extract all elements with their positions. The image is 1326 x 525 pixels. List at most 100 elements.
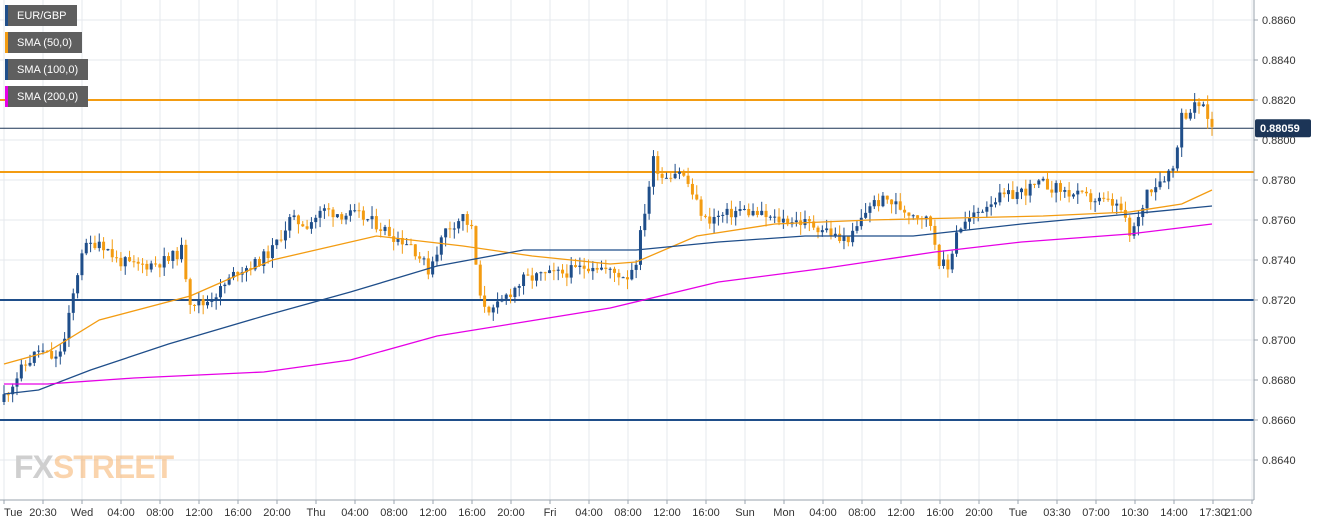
candle-bullish — [28, 362, 32, 366]
sma-200-line — [4, 223, 1213, 385]
candle-bullish — [197, 299, 201, 306]
candle-bullish — [998, 192, 1002, 203]
candle-bearish — [747, 208, 751, 216]
x-tick-label: Tue — [1009, 507, 1028, 519]
x-tick-label: 17:30 — [1199, 507, 1227, 519]
candle-bullish — [634, 264, 638, 270]
candle-bullish — [1180, 112, 1184, 148]
candle-bearish — [175, 250, 179, 260]
candle-bullish — [651, 156, 655, 187]
x-tick-label: Wed — [71, 507, 93, 519]
x-tick-label: 08:00 — [380, 507, 408, 519]
candle-bearish — [595, 267, 599, 270]
candle-bullish — [768, 216, 772, 218]
candle-bullish — [1037, 180, 1041, 185]
watermark-fx: FX — [14, 449, 54, 485]
candle-bearish — [1045, 178, 1049, 190]
candle-bullish — [578, 265, 582, 267]
candle-bearish — [509, 294, 513, 298]
candle-bullish — [868, 206, 872, 213]
candle-bullish — [84, 242, 88, 254]
candle-bearish — [465, 214, 469, 225]
candle-bullish — [58, 351, 62, 357]
candle-bullish — [673, 173, 677, 179]
candle-bearish — [387, 226, 391, 237]
candle-bullish — [677, 171, 681, 174]
candle-bullish — [435, 254, 439, 262]
candle-bullish — [227, 277, 231, 285]
x-tick-label: 16:00 — [224, 507, 252, 519]
candle-bearish — [400, 237, 404, 245]
candle-bearish — [660, 173, 664, 178]
candle-bullish — [734, 210, 738, 218]
candle-bullish — [1171, 168, 1175, 171]
legend-eurgbp[interactable]: EUR/GBP — [5, 5, 77, 26]
candle-bullish — [223, 284, 227, 287]
candle-bullish — [833, 233, 837, 236]
candle-bearish — [764, 210, 768, 218]
candle-bullish — [1145, 189, 1149, 209]
candle-bearish — [392, 236, 396, 242]
candle-bearish — [193, 304, 197, 306]
legend-swatch — [5, 86, 8, 107]
candle-bearish — [1067, 190, 1071, 197]
candle-bearish — [838, 233, 842, 241]
candle-bearish — [890, 199, 894, 205]
legend-label: SMA (50,0) — [17, 36, 73, 49]
candle-bullish — [270, 245, 274, 259]
x-tick-label: 12:00 — [653, 507, 681, 519]
candle-bearish — [478, 264, 482, 296]
candle-bullish — [513, 287, 517, 298]
candle-bearish — [916, 215, 920, 219]
candle-bullish — [1007, 190, 1011, 195]
x-tick-label: 03:30 — [1043, 507, 1071, 519]
candle-bearish — [50, 350, 54, 359]
y-tick-label: 0.8820 — [1262, 95, 1296, 107]
candle-bullish — [491, 307, 495, 313]
candle-bullish — [500, 298, 504, 302]
horizontal-levels — [0, 99, 1254, 421]
candle-bearish — [829, 228, 833, 236]
candle-bearish — [561, 269, 565, 274]
y-tick-label: 0.8760 — [1262, 215, 1296, 227]
x-tick-label: 08:00 — [146, 507, 174, 519]
candle-bearish — [45, 350, 49, 352]
candle-bearish — [898, 201, 902, 210]
candle-bearish — [777, 216, 781, 223]
legend-sma-200[interactable]: SMA (200,0) — [5, 86, 89, 107]
candle-bearish — [885, 195, 889, 200]
candle-bearish — [1080, 190, 1084, 192]
candle-bullish — [664, 177, 668, 179]
y-tick-label: 0.8700 — [1262, 335, 1296, 347]
candle-bullish — [1093, 201, 1097, 203]
candle-bearish — [690, 183, 694, 195]
candle-bullish — [556, 269, 560, 271]
legend-label: EUR/GBP — [17, 9, 67, 22]
candle-bearish — [1110, 198, 1114, 206]
chart-grid — [0, 0, 1254, 500]
candle-bullish — [76, 275, 80, 294]
candle-bullish — [1162, 181, 1166, 183]
candle-bullish — [621, 277, 625, 279]
candle-bullish — [37, 350, 41, 352]
candle-bullish — [1158, 181, 1162, 188]
candle-bullish — [210, 300, 214, 302]
legend-sma-100[interactable]: SMA (100,0) — [5, 59, 89, 80]
candle-bullish — [859, 217, 863, 227]
candle-bearish — [374, 216, 378, 230]
x-tick-label: 08:00 — [848, 507, 876, 519]
legend-sma-50[interactable]: SMA (50,0) — [5, 32, 83, 53]
x-tick-label: Thu — [307, 507, 326, 519]
candle-bearish — [816, 227, 820, 233]
x-tick-label: 04:00 — [809, 507, 837, 519]
candle-bearish — [357, 210, 361, 212]
candle-bullish — [976, 211, 980, 213]
candle-bullish — [41, 350, 45, 352]
candle-bearish — [266, 251, 270, 259]
candle-bearish — [426, 258, 430, 275]
candle-bullish — [855, 226, 859, 231]
candle-bullish — [1063, 190, 1067, 192]
fxstreet-watermark: FXSTREET — [14, 449, 174, 486]
candle-bearish — [201, 299, 205, 306]
candle-bullish — [1193, 102, 1197, 113]
